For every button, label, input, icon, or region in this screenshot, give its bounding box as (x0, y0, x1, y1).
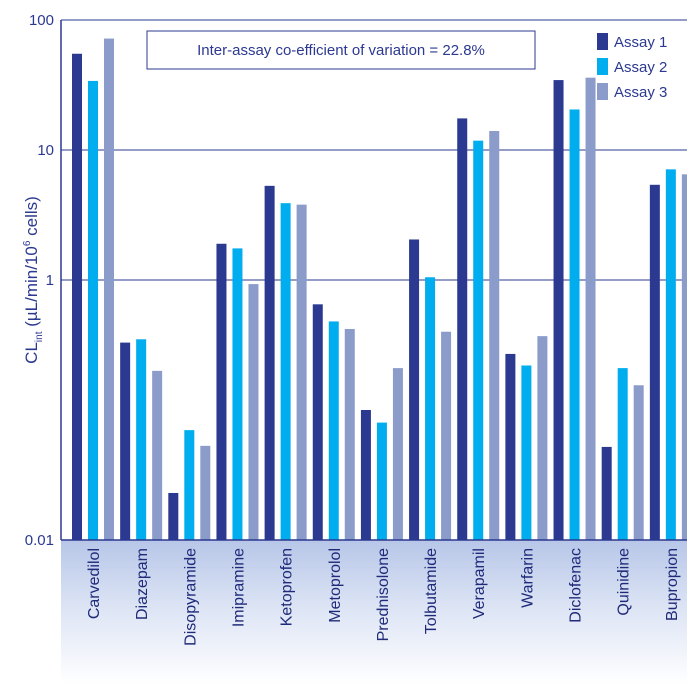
bar-carvedilol-assay-1 (72, 53, 82, 541)
bar-metoprolol-assay-3 (344, 328, 355, 540)
bar-disopyramide-assay-2 (184, 430, 195, 540)
bar-tolbutamide-assay-3 (441, 331, 452, 540)
bar-bupropion-assay-3 (681, 174, 687, 540)
bar-disopyramide-assay-1 (168, 492, 179, 540)
legend-swatch (597, 83, 608, 100)
bar-carvedilol-assay-2 (88, 80, 98, 540)
bar-quinidine-assay-1 (601, 446, 612, 540)
bar-diazepam-assay-1 (120, 342, 131, 540)
bar-diazepam-assay-3 (152, 370, 163, 540)
annotation-text: Inter-assay co-efficient of variation = … (197, 42, 485, 59)
bar-imipramine-assay-3 (248, 284, 259, 540)
bar-carvedilol-assay-3 (104, 38, 114, 540)
bar-ketoprofen-assay-2 (280, 203, 291, 540)
bar-diazepam-assay-2 (136, 339, 147, 540)
bar-prednisolone-assay-1 (360, 410, 371, 540)
bar-metoprolol-assay-2 (328, 321, 339, 540)
bar-verapamil-assay-1 (457, 118, 468, 540)
bar-tolbutamide-assay-2 (425, 277, 436, 540)
bar-warfarin-assay-1 (505, 353, 516, 540)
bar-prednisolone-assay-2 (376, 422, 387, 540)
bar-prednisolone-assay-3 (392, 368, 403, 540)
category-band (61, 540, 687, 684)
y-tick-label: 1 (46, 272, 54, 289)
bar-imipramine-assay-2 (232, 248, 243, 540)
bar-bupropion-assay-2 (665, 169, 676, 540)
legend-swatch (597, 33, 608, 50)
legend-label: Assay 2 (614, 59, 667, 76)
legend: Assay 1 Assay 2 Assay 3 (597, 33, 667, 101)
legend-swatch (597, 58, 608, 75)
y-tick-label: 0.01 (25, 532, 54, 549)
y-tick-labels: 0.01 1 10 100 (25, 12, 54, 549)
category-label: Ketoprofen (279, 548, 296, 626)
category-label: Metoprolol (327, 548, 344, 623)
bar-bupropion-assay-1 (649, 184, 660, 540)
bar-disopyramide-assay-3 (200, 445, 211, 540)
legend-label: Assay 1 (614, 34, 667, 51)
bars (72, 38, 687, 541)
y-tick-label: 100 (29, 12, 54, 29)
bar-warfarin-assay-3 (537, 336, 548, 540)
bar-verapamil-assay-2 (473, 140, 484, 540)
annotation-box (146, 30, 536, 70)
category-label: Bupropion (664, 548, 681, 621)
category-label: Carvedilol (86, 548, 103, 619)
bar-imipramine-assay-1 (216, 243, 227, 541)
category-label: Diclofenac (568, 548, 585, 623)
category-label: Verapamil (471, 548, 488, 619)
bar-tolbutamide-assay-1 (409, 239, 420, 541)
category-label: Tolbutamide (423, 548, 440, 634)
category-label: Diazepam (134, 548, 151, 620)
bar-ketoprofen-assay-1 (264, 185, 275, 541)
category-label: Imipramine (230, 548, 247, 627)
category-label: Disopyramide (182, 548, 199, 646)
legend-label: Assay 3 (614, 84, 667, 101)
category-label: Quinidine (616, 548, 633, 616)
bar-quinidine-assay-3 (633, 385, 644, 540)
bar-metoprolol-assay-1 (312, 304, 323, 540)
category-label: Prednisolone (375, 548, 392, 642)
bar-verapamil-assay-3 (489, 131, 500, 540)
bar-quinidine-assay-2 (617, 368, 628, 540)
grid-lines (61, 19, 687, 281)
bar-ketoprofen-assay-3 (296, 204, 307, 541)
bar-diclofenac-assay-3 (585, 77, 596, 541)
bar-diclofenac-assay-2 (569, 109, 580, 541)
bar-warfarin-assay-2 (521, 365, 532, 540)
bar-diclofenac-assay-1 (553, 80, 564, 540)
y-tick-label: 10 (37, 142, 54, 159)
y-axis-label: CLint (µL/min/106 cells) (22, 196, 45, 364)
category-label: Warfarin (519, 548, 536, 608)
category-labels: Carvedilol Diazepam Disopyramide Imipramine… (86, 548, 681, 646)
